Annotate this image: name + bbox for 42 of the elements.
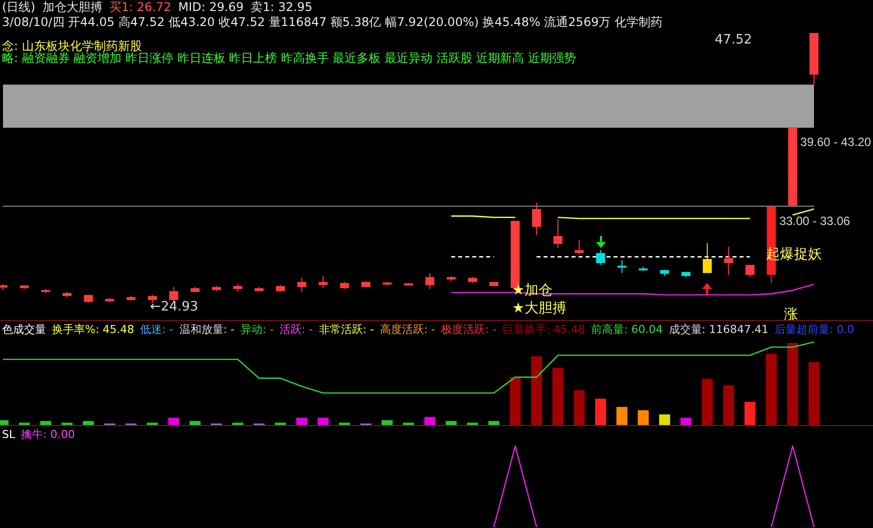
bar — [744, 402, 756, 426]
text: 高度活跃: - — [380, 323, 436, 336]
chart-title: (日线) — [2, 0, 36, 14]
chart-subtitle: 加仓大胆搏 — [42, 0, 102, 14]
bar — [531, 356, 542, 426]
annotation: ★大胆搏 — [512, 300, 567, 317]
bar — [552, 368, 564, 426]
bar — [638, 410, 649, 426]
annotation: 略: 融资融券 融资增加 昨日涨停 昨日连板 昨日上榜 昨高换手 最近多板 最近异动 活跃股 近期新高 近期强势 — [2, 51, 576, 65]
bar — [616, 406, 628, 426]
text: 后量超前量: 0.0 — [774, 323, 854, 336]
band-label: 33.00 - 33.06 — [779, 214, 850, 228]
bar — [808, 362, 820, 426]
text: 3/08/10/四 开44.05 高47.52 低43.20 收47.52 量116847 额5.38亿 幅7.92(20.00%) 换45.48% 流通2569万 化学制药 — [2, 15, 663, 29]
text: 异动: - — [240, 323, 274, 336]
text: 换手率%: 45.48 — [52, 323, 134, 336]
text: 色成交量 — [2, 323, 46, 336]
text: 卖1: 32.95 — [250, 0, 312, 14]
text: SL — [2, 428, 16, 441]
annotation: 念: 山东板块化学制药新股 — [2, 39, 142, 53]
text: 活跃: - — [280, 323, 313, 336]
text: MID: 29.69 — [178, 0, 244, 14]
bar — [510, 377, 521, 426]
annotation: ←24.93 — [150, 299, 198, 314]
bar — [766, 354, 777, 426]
bar — [659, 414, 670, 426]
text: 非常活跃: - — [318, 323, 374, 336]
text: 极度活跃: - — [441, 323, 496, 336]
bar — [702, 378, 713, 426]
text: 买1: 26.72 — [109, 0, 172, 14]
bar — [787, 343, 798, 426]
text: 前高量: 60.04 — [591, 323, 663, 336]
bar — [723, 385, 734, 426]
text: 成交量: 116847.41 — [668, 323, 768, 336]
bar — [595, 398, 606, 426]
text: 低迷: - — [140, 323, 174, 336]
bar — [574, 390, 585, 426]
text: 擒牛: 0.00 — [21, 428, 75, 441]
annotation: 47.52 — [714, 32, 752, 48]
text: 温和放量: - — [179, 323, 234, 336]
text: 巨量换手: 45.48 — [502, 323, 586, 336]
band-label: 39.60 - 43.20 — [800, 135, 872, 150]
